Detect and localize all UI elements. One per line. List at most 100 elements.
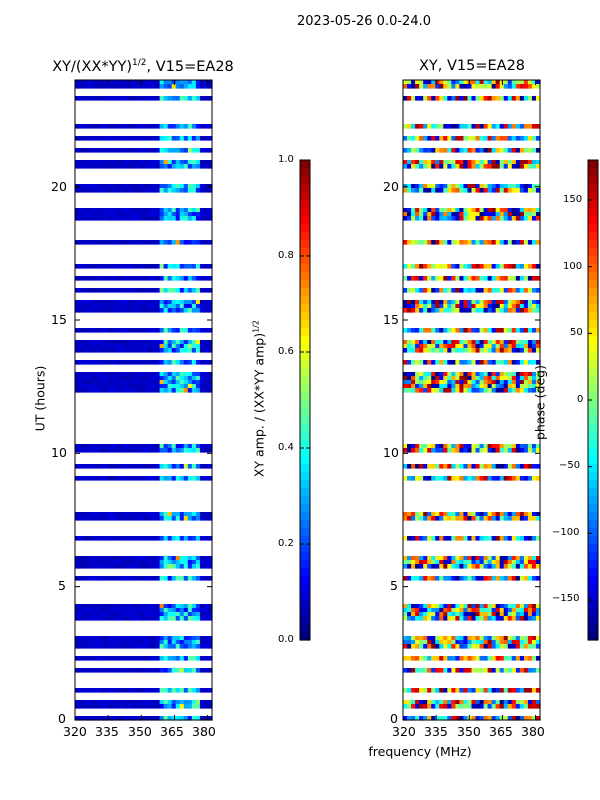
amp-cell xyxy=(95,536,100,541)
phase-cell xyxy=(483,604,489,609)
amp-cell xyxy=(167,348,173,353)
phase-cell xyxy=(459,384,465,389)
phase-cell xyxy=(499,344,505,349)
phase-cell xyxy=(431,384,436,389)
amp-cell xyxy=(119,388,124,393)
phase-cell xyxy=(491,380,497,385)
amp-cell xyxy=(135,212,141,217)
amp-cell xyxy=(159,148,165,153)
phase-cell xyxy=(511,308,517,313)
phase-cell xyxy=(443,448,448,453)
phase-cell xyxy=(415,308,420,313)
amp-cell xyxy=(199,560,205,565)
amp-cell xyxy=(159,344,165,349)
phase-cell xyxy=(447,240,452,245)
amp-cell xyxy=(103,704,108,709)
phase-cell xyxy=(507,164,513,169)
phase-cell xyxy=(503,80,509,85)
phase-cell xyxy=(499,608,505,613)
amp-cell xyxy=(167,700,173,705)
amp-cell xyxy=(155,288,161,293)
amp-cell xyxy=(191,240,197,245)
phase-cell xyxy=(503,564,509,569)
amp-cell xyxy=(147,556,153,561)
amp-cell xyxy=(147,704,153,709)
amp-cell xyxy=(179,348,185,353)
amp-cell xyxy=(131,608,137,613)
amp-cell xyxy=(91,516,96,521)
amp-cell xyxy=(199,96,205,101)
phase-cell xyxy=(467,516,473,521)
amp-cell xyxy=(139,464,145,469)
amp-cell xyxy=(143,444,149,449)
phase-cell xyxy=(527,564,533,569)
amp-cell xyxy=(75,700,80,705)
phase-cell xyxy=(415,576,420,581)
amp-cell xyxy=(99,716,104,721)
phase-cell xyxy=(523,216,529,221)
phase-cell xyxy=(435,84,440,89)
amp-cell xyxy=(111,564,116,569)
amp-cell xyxy=(199,304,205,309)
amp-cbar-segment xyxy=(300,176,310,185)
phase-cell xyxy=(527,276,533,281)
phase-cell xyxy=(503,308,509,313)
amp-cell xyxy=(131,464,137,469)
amp-cell xyxy=(95,212,100,217)
amp-cell xyxy=(107,476,112,481)
phase-cell xyxy=(407,304,412,309)
amp-cbar-segment xyxy=(300,496,310,505)
phase-cell xyxy=(483,208,489,213)
amp-cell xyxy=(139,348,145,353)
phase-cell xyxy=(535,516,541,521)
phase-cell xyxy=(507,536,513,541)
phase-cell xyxy=(535,444,541,449)
amp-cell xyxy=(191,608,197,613)
amp-cell xyxy=(183,360,189,365)
amp-cell xyxy=(203,636,209,641)
phase-cell xyxy=(519,380,525,385)
amp-cell xyxy=(107,612,112,617)
phase-cbar-segment xyxy=(588,576,598,585)
phase-cell xyxy=(527,136,533,141)
amp-cell xyxy=(107,308,112,313)
amp-cell xyxy=(175,656,181,661)
phase-cell xyxy=(431,556,436,561)
amp-cell xyxy=(179,164,185,169)
phase-cell xyxy=(403,560,408,565)
phase-cell xyxy=(431,80,436,85)
phase-cell xyxy=(499,276,505,281)
phase-cell xyxy=(487,96,493,101)
amp-cell xyxy=(167,636,173,641)
phase-cell xyxy=(459,304,465,309)
phase-cbar-tick: 0 xyxy=(577,394,584,405)
phase-cell xyxy=(459,716,465,721)
phase-cell xyxy=(419,160,424,165)
amp-cell xyxy=(203,276,209,281)
phase-cell xyxy=(487,164,493,169)
phase-cell xyxy=(443,188,448,193)
phase-cell xyxy=(407,264,412,269)
phase-cell xyxy=(439,164,444,169)
phase-cell xyxy=(431,212,436,217)
amp-cell xyxy=(155,308,161,313)
amp-cbar-segment xyxy=(300,448,310,457)
phase-cell xyxy=(419,96,424,101)
phase-cell xyxy=(495,148,501,153)
phase-cell xyxy=(443,516,448,521)
phase-cell xyxy=(427,604,432,609)
phase-cell xyxy=(415,160,420,165)
phase-cbar-segment xyxy=(588,512,598,521)
phase-cell xyxy=(411,184,416,189)
phase-cell xyxy=(503,668,509,673)
phase-cell xyxy=(463,164,469,169)
amp-cell xyxy=(99,512,104,517)
amp-cell xyxy=(119,564,124,569)
amp-cell xyxy=(155,616,161,621)
phase-cell xyxy=(519,148,525,153)
amp-cell xyxy=(155,384,161,389)
amp-cell xyxy=(171,148,177,153)
phase-cell xyxy=(515,344,521,349)
amp-cell xyxy=(155,464,161,469)
amp-cell xyxy=(111,136,116,141)
